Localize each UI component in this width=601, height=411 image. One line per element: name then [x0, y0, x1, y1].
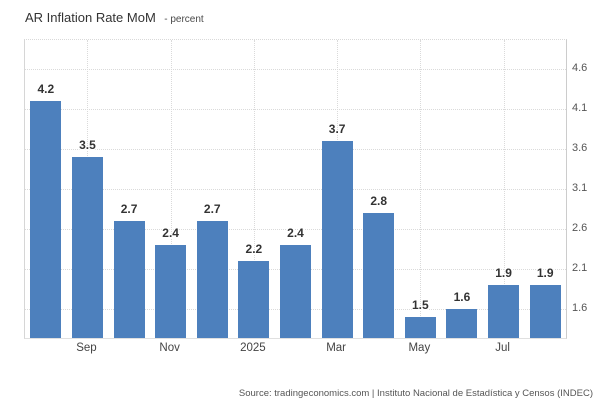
- bar-value-label: 3.7: [328, 121, 346, 136]
- x-tick-label: Sep: [76, 342, 97, 354]
- bar[interactable]: [238, 261, 270, 338]
- bar-value-label: 1.6: [453, 290, 471, 305]
- v-gridline: [503, 40, 505, 338]
- bar[interactable]: [280, 245, 311, 338]
- x-tick-label: May: [408, 342, 431, 354]
- y-tick-label: 4.6: [572, 61, 588, 74]
- x-tick-label: Mar: [326, 342, 347, 354]
- x-tick-label: Nov: [159, 342, 180, 354]
- bar[interactable]: [30, 100, 62, 338]
- bar[interactable]: [488, 285, 520, 338]
- y-tick-label: 1.6: [572, 302, 588, 315]
- y-tick-label: 4.1: [572, 101, 588, 114]
- bar[interactable]: [404, 317, 436, 338]
- h-gridline: [25, 229, 566, 231]
- bar[interactable]: [113, 221, 145, 338]
- bar-value-label: 1.9: [495, 266, 512, 281]
- chart-title-text: AR Inflation Rate MoM: [25, 10, 156, 25]
- bar[interactable]: [321, 140, 353, 338]
- v-gridline: [420, 40, 422, 338]
- y-tick-label: 2.1: [572, 262, 588, 275]
- bar-value-label: 2.4: [287, 226, 304, 241]
- h-gridline: [25, 189, 566, 190]
- bar-value-label: 1.5: [412, 298, 429, 313]
- plot-area: 4.2 3.5 2.7 2.4 2.7 2.2 2.4 3.7 2.8 1.5 1.6 1.9 1.9: [24, 39, 567, 339]
- chart-title: AR Inflation Rate MoM - percent: [25, 9, 204, 27]
- bar[interactable]: [155, 245, 187, 338]
- bar[interactable]: [196, 221, 228, 338]
- bar-value-label: 2.8: [370, 194, 388, 209]
- h-gridline: [25, 108, 566, 110]
- h-gridline: [25, 68, 566, 70]
- v-gridline: [253, 40, 255, 338]
- y-tick-label: 3.1: [572, 182, 588, 194]
- x-tick-label: 2025: [240, 342, 266, 354]
- bar-value-label: 1.9: [536, 266, 554, 281]
- bar-value-label: 3.5: [79, 137, 96, 152]
- bar-value-label: 2.7: [120, 202, 138, 217]
- source-attribution: Source: tradingeconomics.com | Instituto…: [238, 388, 593, 399]
- bar[interactable]: [446, 309, 478, 338]
- y-tick-label: 3.6: [572, 141, 588, 154]
- bar[interactable]: [71, 156, 103, 338]
- bar-value-label: 4.2: [37, 81, 55, 96]
- x-tick-label: Jul: [495, 342, 510, 354]
- bar-value-label: 2.7: [203, 202, 221, 217]
- bar-value-label: 2.2: [245, 242, 263, 257]
- v-gridline: [170, 40, 172, 338]
- y-tick-label: 2.6: [572, 222, 588, 235]
- bar-value-label: 2.4: [162, 226, 179, 241]
- chart-title-unit: - percent: [164, 14, 204, 25]
- h-gridline: [25, 148, 566, 150]
- bar[interactable]: [529, 285, 561, 338]
- bar[interactable]: [363, 213, 395, 338]
